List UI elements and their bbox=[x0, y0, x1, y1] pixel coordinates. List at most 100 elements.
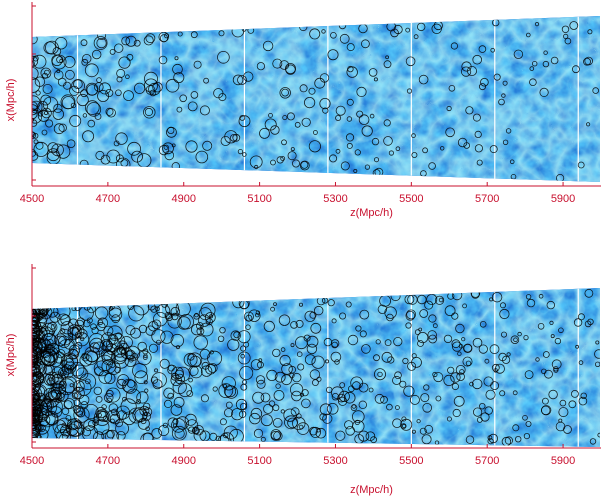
x-tick-label: 5900 bbox=[551, 193, 575, 205]
halo-marker bbox=[319, 403, 332, 416]
halo-marker bbox=[144, 107, 153, 117]
halo-marker bbox=[275, 383, 281, 389]
halo-marker bbox=[243, 341, 250, 348]
x-tick-label: 5100 bbox=[247, 455, 271, 467]
halo-marker bbox=[77, 427, 85, 435]
halo-marker bbox=[32, 403, 42, 417]
halo-marker bbox=[446, 416, 452, 422]
halo-marker bbox=[304, 310, 316, 322]
halo-marker bbox=[450, 372, 461, 383]
halo-marker bbox=[402, 357, 409, 365]
halo-marker bbox=[143, 106, 156, 119]
halo-marker bbox=[198, 314, 211, 327]
halo-marker bbox=[383, 60, 392, 69]
halo-marker bbox=[32, 365, 38, 376]
x-tick-label: 5500 bbox=[399, 193, 423, 205]
halo-marker bbox=[107, 325, 123, 341]
halo-marker bbox=[175, 416, 190, 430]
halo-marker bbox=[400, 423, 407, 429]
halo-marker bbox=[451, 382, 459, 391]
halo-marker bbox=[299, 84, 308, 93]
halo-marker bbox=[551, 359, 562, 370]
halo-marker bbox=[580, 392, 587, 399]
halo-marker bbox=[335, 105, 346, 116]
halo-marker bbox=[32, 316, 41, 333]
halo-marker bbox=[395, 146, 401, 152]
halo-marker bbox=[368, 68, 378, 77]
halo-marker bbox=[490, 47, 496, 53]
halo-marker bbox=[232, 133, 241, 142]
halo-marker bbox=[500, 331, 507, 338]
halo-marker bbox=[263, 403, 274, 414]
halo-marker bbox=[553, 367, 559, 373]
halo-marker bbox=[542, 351, 550, 358]
halo-marker bbox=[263, 320, 275, 332]
halo-marker bbox=[136, 350, 152, 366]
halo-marker bbox=[165, 313, 174, 322]
halo-marker bbox=[291, 159, 300, 168]
halo-marker bbox=[94, 82, 104, 92]
halo-marker bbox=[118, 56, 131, 69]
halo-marker bbox=[115, 89, 122, 97]
halo-marker bbox=[359, 330, 367, 338]
halo-marker bbox=[109, 333, 126, 350]
halo-marker bbox=[406, 309, 417, 320]
halo-marker bbox=[515, 436, 522, 443]
halo-marker bbox=[428, 314, 437, 323]
panel-top-axes bbox=[31, 2, 601, 187]
halo-marker bbox=[311, 355, 325, 369]
halo-marker bbox=[286, 112, 295, 121]
halo-marker bbox=[171, 418, 186, 433]
halo-marker bbox=[34, 420, 41, 427]
halo-marker bbox=[97, 413, 102, 418]
halo-marker bbox=[50, 324, 57, 330]
x-tick-label: 4900 bbox=[171, 193, 195, 205]
halo-marker bbox=[472, 54, 483, 65]
halo-marker bbox=[281, 88, 290, 97]
halo-marker bbox=[52, 108, 65, 120]
halo-marker bbox=[419, 427, 427, 435]
halo-marker bbox=[499, 308, 510, 320]
x-tick-label: 5700 bbox=[475, 455, 499, 467]
halo-marker bbox=[548, 389, 558, 400]
halo-marker bbox=[240, 345, 247, 352]
halo-marker bbox=[92, 419, 99, 426]
halo-marker bbox=[115, 419, 124, 428]
halo-marker bbox=[192, 427, 199, 435]
halo-marker bbox=[417, 22, 426, 32]
halo-marker bbox=[418, 74, 429, 85]
halo-marker bbox=[543, 50, 548, 55]
halo-marker bbox=[377, 304, 388, 315]
halo-marker bbox=[274, 371, 286, 383]
halo-marker bbox=[86, 317, 93, 324]
halo-marker bbox=[577, 161, 585, 169]
halo-marker bbox=[451, 339, 461, 349]
halo-marker bbox=[330, 339, 340, 348]
halo-marker bbox=[252, 391, 265, 404]
halo-marker bbox=[270, 159, 276, 166]
halo-marker bbox=[542, 60, 550, 68]
halo-marker bbox=[260, 436, 266, 442]
halo-marker bbox=[279, 87, 291, 99]
halo-marker bbox=[37, 110, 50, 122]
x-tick-label: 5700 bbox=[475, 193, 499, 205]
halo-marker bbox=[201, 361, 210, 370]
halo-marker bbox=[272, 404, 280, 412]
halo-marker bbox=[371, 137, 380, 146]
halo-marker bbox=[111, 408, 119, 416]
halo-marker bbox=[51, 54, 63, 67]
halo-marker bbox=[510, 335, 520, 345]
halo-marker bbox=[358, 400, 367, 409]
halo-marker bbox=[160, 330, 174, 344]
halo-marker bbox=[56, 390, 69, 402]
halo-marker bbox=[105, 89, 114, 98]
halo-marker bbox=[373, 77, 378, 82]
halo-marker bbox=[330, 31, 337, 39]
halo-marker bbox=[200, 394, 209, 403]
halo-marker bbox=[315, 427, 327, 439]
halo-marker bbox=[56, 329, 74, 346]
halo-marker bbox=[419, 309, 429, 318]
halo-marker bbox=[383, 136, 393, 146]
halo-marker bbox=[199, 348, 211, 360]
halo-marker bbox=[44, 111, 49, 116]
